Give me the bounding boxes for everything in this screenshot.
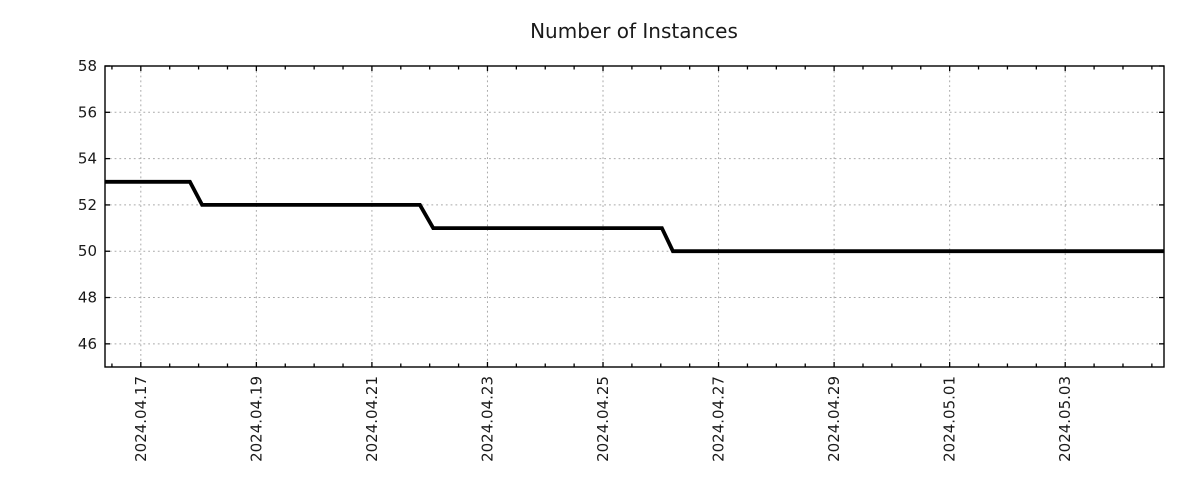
x-tick-label: 2024.04.27 <box>710 376 728 462</box>
y-tick-label: 50 <box>78 242 97 260</box>
x-tick-label: 2024.04.29 <box>825 376 843 462</box>
x-tick-label: 2024.04.23 <box>478 376 496 462</box>
x-tick-label: 2024.04.21 <box>363 376 381 462</box>
y-tick-label: 54 <box>78 150 97 168</box>
x-tick-label: 2024.04.19 <box>247 376 265 462</box>
x-tick-label: 2024.04.17 <box>132 376 150 462</box>
plot-area: 46 48 50 52 54 56 58 2024.04.17 2024.04.19 2024.0… <box>78 57 1165 462</box>
x-tick-label: 2024.05.01 <box>941 376 959 462</box>
y-tick-label: 56 <box>78 103 97 121</box>
series-line <box>105 179 1164 254</box>
y-tick-label: 48 <box>78 289 97 307</box>
y-tick-label: 46 <box>78 335 97 353</box>
x-tick-label: 2024.05.03 <box>1056 376 1074 462</box>
plot-border <box>104 65 1165 368</box>
y-tick-label: 52 <box>78 196 97 214</box>
chart-title: Number of Instances <box>530 19 738 43</box>
y-tick-label: 58 <box>78 57 97 75</box>
x-tick-label: 2024.04.25 <box>594 376 612 462</box>
